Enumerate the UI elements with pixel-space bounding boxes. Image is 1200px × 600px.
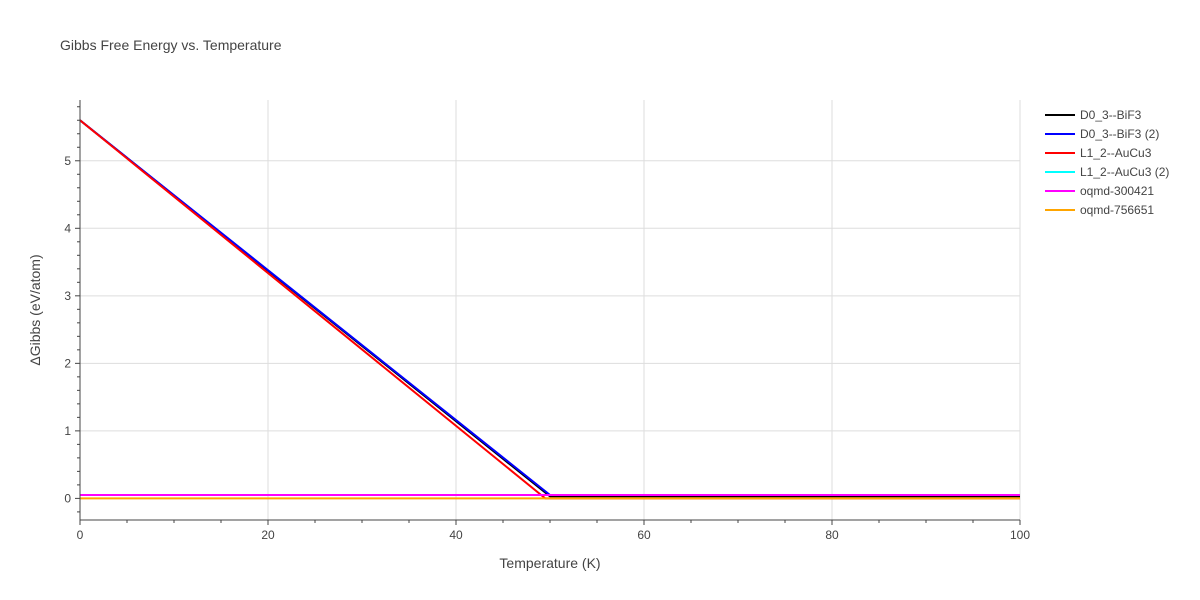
series-lines bbox=[79, 119, 1020, 500]
y-tick-label: 1 bbox=[64, 424, 71, 438]
legend-item[interactable]: D0_3--BiF3 bbox=[1045, 108, 1142, 122]
x-tick-label: 80 bbox=[825, 528, 839, 542]
legend-label: D0_3--BiF3 (2) bbox=[1080, 127, 1159, 141]
chart-title: Gibbs Free Energy vs. Temperature bbox=[60, 37, 282, 53]
y-tick-label: 2 bbox=[64, 356, 71, 370]
legend-label: L1_2--AuCu3 bbox=[1080, 146, 1152, 160]
series-line bbox=[79, 119, 1020, 500]
x-tick-label: 60 bbox=[637, 528, 651, 542]
legend-label: D0_3--BiF3 bbox=[1080, 108, 1142, 122]
x-tick-label: 100 bbox=[1010, 528, 1030, 542]
legend-label: oqmd-300421 bbox=[1080, 184, 1154, 198]
legend-item[interactable]: oqmd-756651 bbox=[1045, 203, 1154, 217]
x-axis-title: Temperature (K) bbox=[499, 555, 600, 571]
y-tick-label: 5 bbox=[64, 154, 71, 168]
legend-item[interactable]: D0_3--BiF3 (2) bbox=[1045, 127, 1159, 141]
x-tick-label: 20 bbox=[261, 528, 275, 542]
y-tick-label: 0 bbox=[64, 491, 71, 505]
y-axis-title: ΔGibbs (eV/atom) bbox=[27, 254, 43, 365]
legend[interactable]: D0_3--BiF3 D0_3--BiF3 (2) L1_2--AuCu3 L1_2-… bbox=[1045, 108, 1169, 217]
legend-label: L1_2--AuCu3 (2) bbox=[1080, 165, 1169, 179]
series-line bbox=[79, 119, 1020, 497]
x-tick-label: 0 bbox=[77, 528, 84, 542]
x-axis-ticks: 0 20 40 60 80 100 bbox=[77, 520, 1030, 542]
axes bbox=[79, 100, 1020, 521]
series-line bbox=[79, 119, 1020, 498]
x-tick-label: 40 bbox=[449, 528, 463, 542]
legend-item[interactable]: L1_2--AuCu3 bbox=[1045, 146, 1152, 160]
y-tick-label: 3 bbox=[64, 289, 71, 303]
legend-item[interactable]: oqmd-300421 bbox=[1045, 184, 1154, 198]
y-axis-ticks: 0 1 2 3 4 5 bbox=[64, 106, 80, 513]
legend-label: oqmd-756651 bbox=[1080, 203, 1154, 217]
y-tick-label: 4 bbox=[64, 221, 71, 235]
legend-item[interactable]: L1_2--AuCu3 (2) bbox=[1045, 165, 1169, 179]
grid bbox=[80, 100, 1021, 520]
